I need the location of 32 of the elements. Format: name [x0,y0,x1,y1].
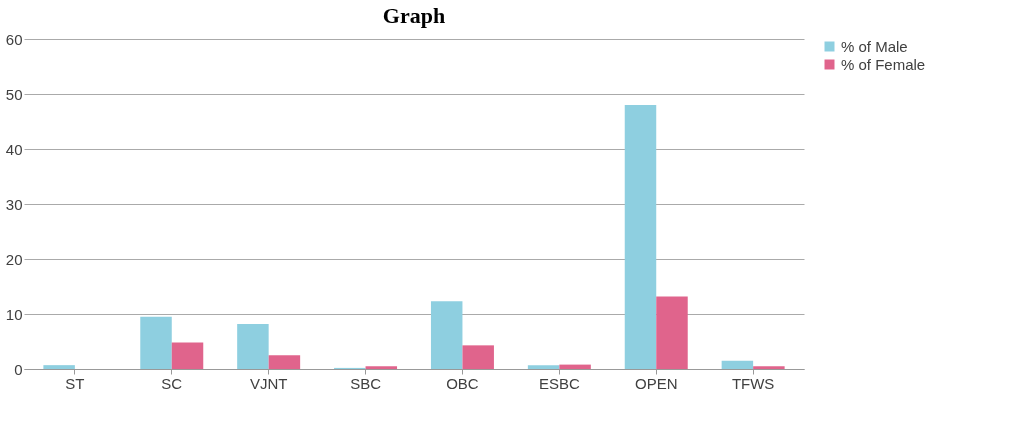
x-tick-label: VJNT [249,374,288,392]
x-tick-label: ST [65,374,85,392]
x-tick-label: OBC [446,374,479,392]
legend-label: % of Male [841,37,908,55]
chart-title: Graph [382,3,446,28]
x-tick-label: OPEN [634,374,678,392]
bar [527,365,560,369]
y-tick-label: 60 [5,30,23,48]
y-tick-label: 20 [5,250,23,268]
bar [559,364,591,369]
y-tick-label: 0 [14,360,23,378]
bar [721,360,754,369]
legend-label: % of Female [841,55,926,73]
y-tick-label: 40 [5,140,23,158]
bar [753,366,785,369]
bar [430,301,463,369]
bar [43,365,75,369]
bar [365,366,398,369]
y-tick-label: 30 [5,195,23,213]
y-tick-label: 50 [5,85,23,103]
bar [656,296,688,369]
x-tick-label: TFWS [731,374,775,392]
x-tick-label: ESBC [538,374,580,392]
y-tick-label: 10 [5,305,23,323]
x-tick-label: SC [161,374,183,392]
bar [140,316,172,369]
bar [171,342,204,369]
bar [237,323,269,369]
bar [268,355,301,369]
bar [462,345,494,369]
x-tick-label: SBC [350,374,382,392]
bar [624,105,657,369]
